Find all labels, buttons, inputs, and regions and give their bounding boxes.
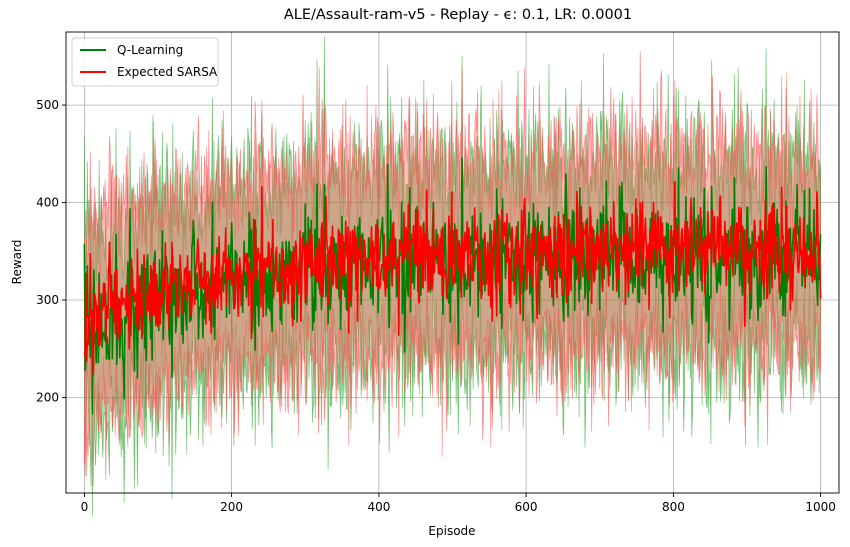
y-axis-ticks: 200 300 400 500 bbox=[36, 98, 66, 405]
y-tick-label-400: 400 bbox=[36, 196, 59, 210]
x-tick-label-600: 600 bbox=[515, 500, 538, 514]
legend-box bbox=[71, 37, 219, 87]
y-tick-label-200: 200 bbox=[36, 391, 59, 405]
legend: Q-Learning Expected SARSA bbox=[71, 37, 219, 87]
legend-label-q-learning: Q-Learning bbox=[117, 43, 183, 57]
x-tick-label-200: 200 bbox=[220, 500, 243, 514]
plot-frame bbox=[65, 31, 840, 494]
series-lines bbox=[83, 157, 822, 415]
y-axis-label: Reward bbox=[10, 240, 24, 285]
line-expected-sarsa bbox=[83, 180, 822, 376]
x-tick-label-400: 400 bbox=[367, 500, 390, 514]
x-tick-label-800: 800 bbox=[662, 500, 685, 514]
x-tick-label-0: 0 bbox=[81, 500, 89, 514]
legend-label-expected-sarsa: Expected SARSA bbox=[117, 65, 218, 79]
y-tick-label-300: 300 bbox=[36, 293, 59, 307]
y-tick-label-500: 500 bbox=[36, 98, 59, 112]
x-tick-label-1000: 1000 bbox=[805, 500, 836, 514]
chart-title: ALE/Assault-ram-v5 - Replay - ϵ: 0.1, LR… bbox=[284, 7, 632, 23]
x-axis-label: Episode bbox=[428, 524, 475, 538]
x-axis-ticks: 0 200 400 600 800 1000 bbox=[81, 493, 836, 514]
